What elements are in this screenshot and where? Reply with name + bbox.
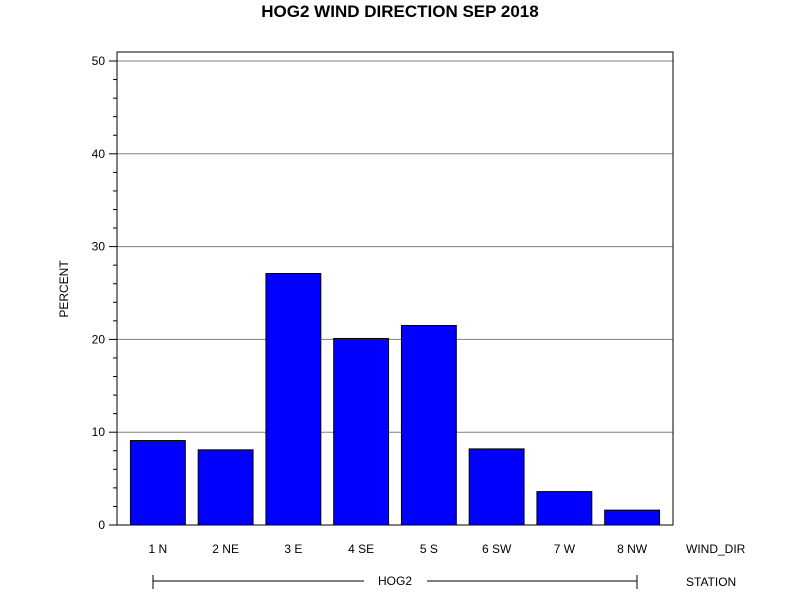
y-axis: 0 10 20 30 40 50 [92,54,117,532]
y-tick-label: 20 [92,332,106,346]
plot-frame [116,51,674,526]
bar [468,448,525,526]
x-tick-label: 5 S [420,542,438,556]
group-axis-label: STATION [686,575,736,589]
x-tick-label: 8 NW [617,542,648,556]
y-tick-label: 10 [92,425,106,439]
station-group-axis: HOG2 [152,574,638,589]
x-axis-label: WIND_DIR [686,542,746,556]
y-axis-label: PERCENT [57,260,71,318]
x-tick-label: 2 NE [212,542,239,556]
bar [129,440,186,526]
bars [129,273,661,526]
x-tick-label: 7 W [554,542,576,556]
bar [536,491,593,526]
x-tick-label: 4 SE [348,542,374,556]
bar [333,337,390,526]
gridlines [117,60,673,433]
x-tick-label: 3 E [284,542,302,556]
x-tick-label: 1 N [149,542,168,556]
x-axis: 1 N 2 NE 3 E 4 SE 5 S 6 SW 7 W 8 NW [149,542,648,556]
bar [197,449,254,526]
bar [604,509,661,526]
group-value-label: HOG2 [378,574,412,588]
bar [265,273,322,526]
y-tick-label: 40 [92,147,106,161]
y-tick-label: 50 [92,54,106,68]
chart-title: HOG2 WIND DIRECTION SEP 2018 [261,2,538,21]
y-tick-label: 0 [98,518,105,532]
x-tick-label: 6 SW [482,542,512,556]
y-tick-label: 30 [92,240,106,254]
bar [400,324,457,526]
